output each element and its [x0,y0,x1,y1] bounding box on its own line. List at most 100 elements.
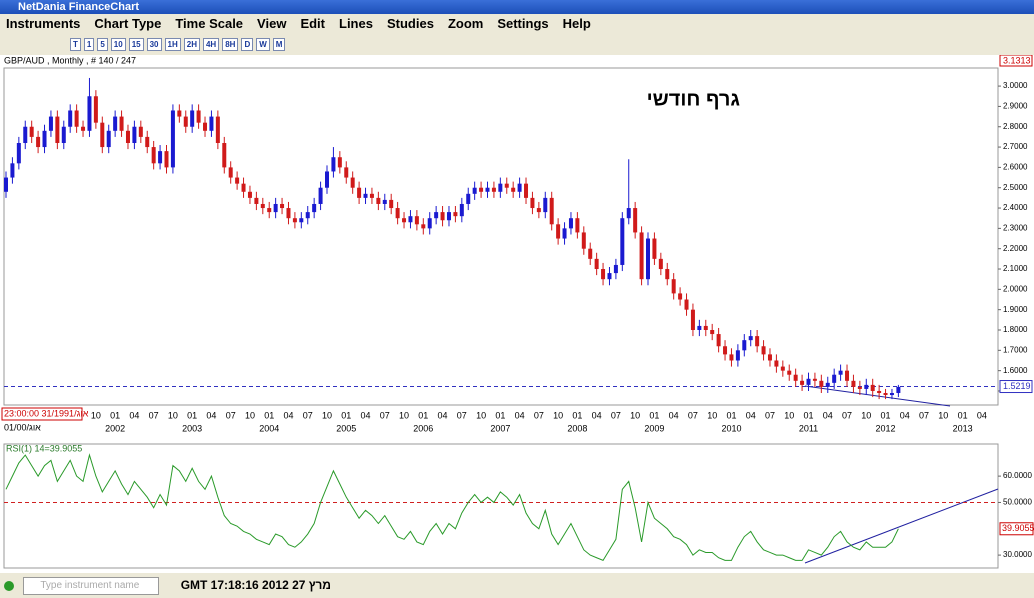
candle-body [247,191,252,198]
reference-label-box [999,380,1033,394]
x-tick-label: 04 [977,410,987,420]
candle-body [832,374,837,383]
candle-body [819,380,824,387]
candle-body [228,167,233,178]
menu-item[interactable]: View [257,16,287,31]
candle-body [504,183,509,188]
toolbar-button[interactable]: 5 [97,38,108,51]
candle-body [787,370,792,375]
rsi-line [5,453,899,561]
x-tick-label: 07 [688,410,698,420]
candle-body [697,325,702,330]
menu-item[interactable]: Time Scale [175,16,244,31]
toolbar-button[interactable]: 1H [164,38,181,51]
candle-body [177,110,182,117]
x-tick-label: 07 [380,410,390,420]
menu-item[interactable]: Zoom [447,16,484,31]
candle-body [498,183,503,192]
x-tick-label: 01 [881,410,891,420]
candle-body [536,208,541,213]
candle-body [812,378,817,381]
toolbar-button[interactable]: 1 [83,38,95,51]
candle-body [414,216,419,225]
candle-body [607,273,612,280]
toolbar-button[interactable]: 15 [128,38,144,51]
x-tick-label: 01 [572,410,582,420]
menu-item[interactable]: Lines [339,16,373,31]
price-panel [0,55,1034,440]
candle-body [369,193,374,198]
menu-item[interactable]: Instruments [6,16,81,31]
candle-body [838,370,843,375]
menu-item[interactable]: Help [562,16,591,31]
toolbar-button[interactable]: W [256,38,270,51]
y-tick-label: 60.0000 [1003,471,1032,480]
candle-body [280,203,285,209]
candle-body [325,171,329,188]
x-tick-label: 01 [649,410,659,420]
instrument-label: GBP/AUD , Monthly , # 140 / 247 [4,55,136,65]
menu-bar: Instruments Chart Type Time Scale View Edit L… [0,14,1034,34]
x-tick-label: 10 [476,410,486,420]
candle-body [305,212,310,219]
candle-body [408,216,413,223]
y-tick-label: 2.2000 [1003,244,1028,253]
candle-body [292,218,297,223]
toolbar-button[interactable]: 2H [183,38,200,51]
toolbar-button[interactable]: 4H [202,38,220,51]
x-tick-label: 07 [303,410,313,420]
candle-body [273,203,278,213]
toolbar-button[interactable]: M [272,38,286,51]
candle-body [389,199,394,209]
candle-body [170,110,175,168]
candle-body [889,393,894,396]
toolbar-button[interactable]: 30 [146,38,162,51]
status-icon [4,580,14,591]
candle-body [260,203,265,209]
candle-body [382,199,387,204]
menu-item[interactable]: Studies [386,16,434,31]
x-tick-label: 10 [630,410,640,420]
candle-body [678,293,683,300]
candle-body [132,126,137,144]
x-tick-label: 10 [861,410,871,420]
y-tick-label: 1.8000 [1003,325,1028,334]
candle-body [735,350,740,361]
toolbar-button[interactable]: 10 [110,38,126,51]
search-box[interactable]: Type instrument name [23,576,160,595]
menu-item[interactable]: Chart Type [94,16,162,31]
year-label: 2011 [799,423,818,433]
menu-item[interactable]: Edit [300,16,325,31]
candle-body [312,203,317,213]
window-title: NetDania FinanceChart [18,1,140,13]
year-label: 2004 [259,423,279,433]
candle-body [235,177,240,184]
y-tick-label: 2.9000 [1003,102,1028,111]
toolbar-button[interactable]: 8H [222,38,239,51]
candle-body [106,130,111,148]
candle-body [568,218,573,229]
toolbar-button[interactable]: T [70,38,81,51]
x-tick-label: 04 [515,410,525,420]
price-marker-box [999,55,1033,67]
year-label: 2008 [567,423,587,433]
year-label: 2012 [876,423,896,433]
candle-body [524,183,529,198]
toolbar-button[interactable]: D [241,38,254,51]
candle-body [459,203,464,217]
candle-body [363,193,368,198]
candle-body [485,187,490,192]
x-tick-label: 10 [322,410,332,420]
candle-body [646,238,650,280]
candle-body [703,325,708,330]
candle-body [601,269,606,280]
y-tick-label: 2.0000 [1003,284,1028,293]
candle-body [594,258,599,270]
candle-body [4,177,8,192]
x-tick-label: 07 [457,410,467,420]
x-tick-label: 10 [91,410,101,420]
candle-body [125,130,130,144]
menu-item[interactable]: Settings [497,16,549,31]
candle-body [806,378,811,385]
candle-body [761,346,766,355]
